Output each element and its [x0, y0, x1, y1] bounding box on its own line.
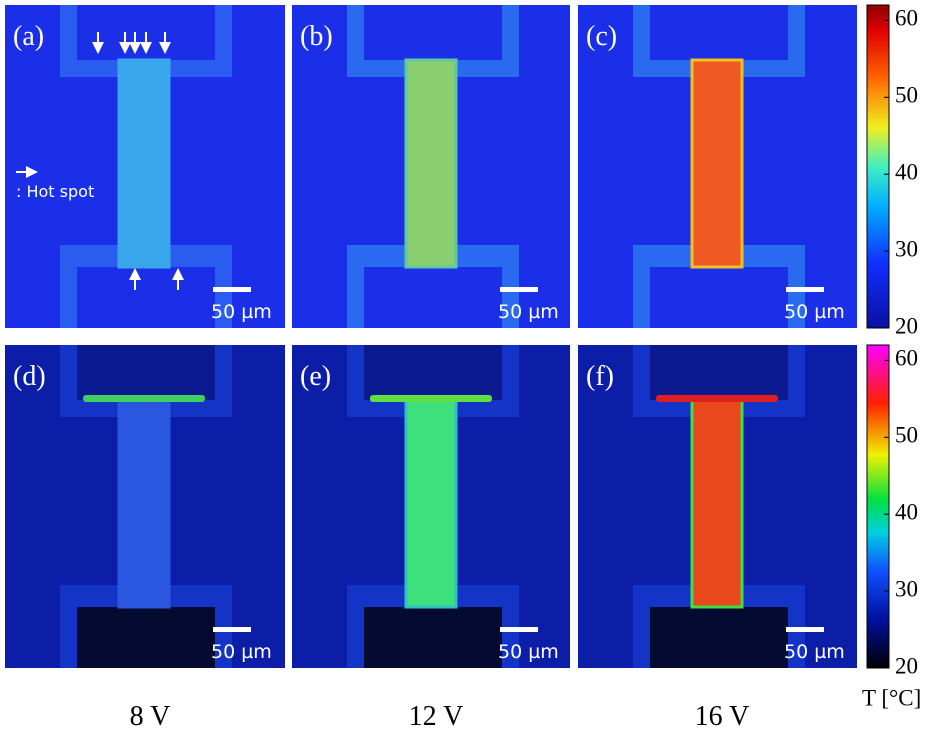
microheater [404, 398, 458, 609]
electrode-pad [77, 267, 215, 328]
microheater [690, 398, 744, 609]
scale-bar [500, 627, 538, 632]
voltage-label: 8 V [130, 701, 171, 732]
scale-bar-label: 50 µm [784, 641, 845, 663]
scale-bar-label: 50 µm [211, 641, 272, 663]
colorbar-tick-label: 40 [895, 159, 918, 184]
electrode-pad [77, 607, 215, 668]
microheater [404, 58, 458, 269]
hot-edge [370, 395, 492, 402]
panel-label: (e) [300, 361, 331, 392]
voltage-label: 16 V [695, 701, 750, 732]
electrode-pad [650, 345, 788, 400]
hot-edge [656, 395, 778, 402]
microheater [117, 58, 171, 269]
scale-bar [786, 627, 824, 632]
colorbar [866, 344, 890, 669]
panel-label: (c) [586, 21, 617, 52]
scale-bar [500, 287, 538, 292]
electrode-pad [650, 5, 788, 60]
microheater [690, 58, 744, 269]
hot-edge [83, 395, 205, 402]
annotation: : Hot spot [16, 182, 94, 201]
panel-label: (a) [13, 21, 44, 52]
scale-bar-label: 50 µm [498, 641, 559, 663]
electrode-pad [364, 267, 502, 328]
colorbar-tick-label: 20 [895, 313, 918, 338]
electrode-pad [650, 607, 788, 668]
colorbar-unit: T [°C] [862, 685, 921, 710]
electrode-pad [364, 5, 502, 60]
panel-label: (b) [300, 21, 333, 52]
colorbar-tick-label: 50 [895, 423, 918, 448]
colorbar-tick-label: 60 [895, 6, 918, 31]
colorbar-tick-label: 50 [895, 83, 918, 108]
voltage-label: 12 V [409, 701, 464, 732]
scale-bar [213, 287, 251, 292]
electrode-pad [364, 607, 502, 668]
panel-label: (d) [13, 361, 46, 392]
microheater [117, 398, 171, 609]
scale-bar [786, 287, 824, 292]
scale-bar-label: 50 µm [211, 301, 272, 323]
colorbar-tick-label: 30 [895, 236, 918, 261]
electrode-pad [650, 267, 788, 328]
colorbar-tick-label: 20 [895, 653, 918, 678]
scale-bar-label: 50 µm [498, 301, 559, 323]
electrode-pad [364, 345, 502, 400]
scale-bar [213, 627, 251, 632]
scale-bar-label: 50 µm [784, 301, 845, 323]
electrode-pad [77, 345, 215, 400]
colorbar [866, 4, 890, 329]
colorbar-tick-label: 40 [895, 499, 918, 524]
colorbar-tick-label: 60 [895, 346, 918, 371]
colorbar-tick-label: 30 [895, 576, 918, 601]
panel-label: (f) [586, 361, 614, 392]
